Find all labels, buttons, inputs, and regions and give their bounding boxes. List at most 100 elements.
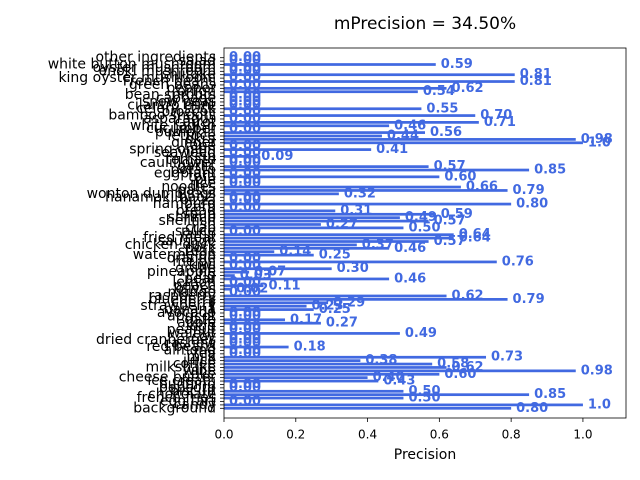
y-tick-label: eggplant [154,165,217,181]
data-label: 0.70 [480,108,512,123]
y-tick-label: cashew [163,336,216,352]
y-tick-label: rice [190,176,216,192]
y-tick-label: lamb [181,227,216,243]
y-tick-label: pineapple [147,264,216,280]
y-tick-label: juice [182,353,216,369]
bar [224,131,425,134]
data-label: 0.00 [229,336,261,351]
y-tick-label: shellfish [158,213,216,229]
y-tick-label: cake [184,366,217,382]
bar [224,175,440,179]
data-label: 0.64 [459,227,491,242]
bar [224,403,583,407]
bar [224,209,336,213]
y-tick-label: snow peas [142,94,216,110]
y-tick-label: strawberry [140,298,216,314]
data-label: 0.00 [229,377,261,392]
data-label: 0.40 [373,370,405,385]
bar [224,165,429,168]
y-tick-label: almond [164,342,216,358]
x-tick-label: 0.0 [214,428,233,442]
y-tick-label: lettuce [167,128,216,144]
data-label: 0.00 [229,224,261,239]
bar [224,332,400,335]
data-label: 0.00 [229,309,261,324]
data-label: 0.81 [520,67,552,82]
data-label: 0.14 [279,244,311,259]
bar [224,270,250,274]
bar [224,185,461,189]
data-label: 0.29 [333,295,365,310]
y-tick-label: fig [198,268,216,284]
y-tick-label: chicken duck [125,237,217,253]
bar [224,236,454,240]
bar [224,168,530,172]
bar [224,121,479,124]
data-label: 0.56 [430,125,462,140]
bar [224,134,382,138]
y-tick-label: noodles [161,179,216,195]
data-label: 0.27 [326,316,358,331]
bar [224,284,264,288]
y-tick-label: salad [179,53,216,69]
data-label: 0.17 [290,312,322,327]
y-tick-label: egg [190,319,216,335]
y-tick-label: egg tart [160,393,217,409]
y-tick-label: pie [195,172,216,188]
data-label: 0.00 [229,50,261,65]
y-tick-label: crab [185,220,216,236]
y-tick-label: mango [167,285,216,301]
data-label: 0.00 [229,346,261,361]
bar [224,277,390,281]
bar [224,308,314,311]
y-tick-label: walnut [169,325,217,341]
y-tick-label: hamburg [153,196,216,212]
data-label: 0.57 [434,214,466,229]
y-tick-label: hanamaki baozi [105,189,216,205]
data-label: 0.11 [268,278,300,293]
y-tick-label: biscuit [170,383,217,399]
bar [224,389,404,393]
data-label: 0.00 [229,176,261,191]
data-label: 0.31 [340,203,372,218]
y-tick-label: apricot [167,308,216,324]
bar [224,243,357,247]
y-tick-label: date [184,312,216,328]
y-tick-label: soy [192,329,216,345]
data-label: 0.46 [394,241,426,256]
y-tick-label: cauliflower [140,155,216,171]
data-label: 0.46 [394,118,426,133]
y-tick-label: carrot [175,114,217,130]
y-tick-label: pepper [166,80,216,96]
plot-frame [223,47,627,419]
y-tick-label: ginger [171,135,216,151]
bar [224,372,440,376]
data-label: 0.71 [484,115,516,130]
y-tick-label: shiitake [162,67,216,83]
data-label: 0.25 [319,302,351,317]
data-label: 0.85 [534,387,566,402]
bar [224,376,368,380]
y-tick-label: cilantro mint [127,97,216,113]
y-tick-label: popcorn [159,380,216,396]
data-label: 0.59 [441,207,473,222]
y-tick-label: pear [184,271,216,287]
y-tick-label: corn [185,199,216,215]
y-tick-label: cheese butter [119,370,217,386]
y-tick-label: cherry [171,295,216,311]
bar [224,219,429,223]
data-label: 0.49 [405,326,437,341]
chart-title: mPrecision = 34.50% [334,14,516,34]
y-tick-label: red beans [146,339,216,355]
bar [224,114,476,117]
bar [224,274,235,277]
bar [224,321,321,325]
data-label: 0.00 [229,54,261,69]
data-label: 0.73 [491,350,523,365]
y-tick-label: wine [183,363,216,379]
y-tick-label: chocolate [148,387,216,403]
y-tick-label: sausage [158,234,216,250]
x-axis-label: Precision [394,447,456,463]
data-label: 0.30 [337,261,369,276]
y-tick-label: onion [177,84,216,100]
